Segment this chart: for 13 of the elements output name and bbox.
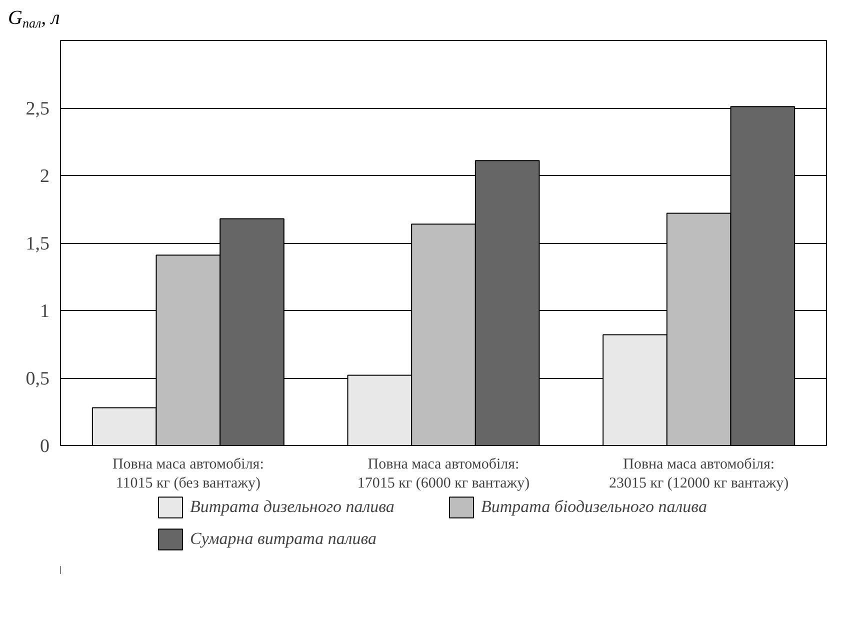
y-tick-label: 2,5 [26, 98, 50, 120]
legend-label: Сумарна витрата палива [190, 529, 378, 549]
legend-label: Витрата дизельного палива [190, 497, 396, 517]
x-tick-label: Повна маса автомобіля: 17015 кг (6000 кг вантажу) [357, 456, 530, 492]
x-tick-label: Повна маса автомобіля: 23015 кг (12000 кг вантажу) [608, 456, 789, 492]
x-tick-label: Повна маса автомобіля: 11015 кг (без вантажу) [112, 456, 264, 492]
y-axis-title: G$_{пал}$, л [8, 7, 60, 30]
y-tick-label: 0 [40, 436, 50, 457]
y-tick-label: 1,5 [26, 234, 50, 254]
y-tick-label: 1 [40, 301, 50, 322]
legend-label: Витрата біодизельного палива [481, 497, 708, 517]
y-tick-label: 2 [40, 166, 50, 187]
y-tick-label: 0,5 [26, 368, 50, 390]
